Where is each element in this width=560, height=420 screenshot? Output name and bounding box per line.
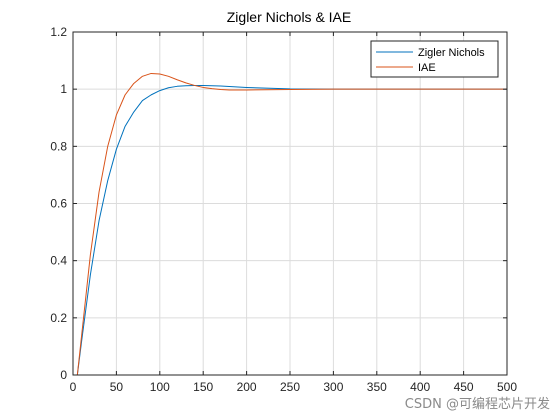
y-tick-label: 0.6 xyxy=(50,197,67,211)
x-tick-label: 500 xyxy=(497,380,517,394)
x-tick-label: 100 xyxy=(150,380,170,394)
x-tick-label: 150 xyxy=(193,380,213,394)
x-tick-label: 350 xyxy=(367,380,387,394)
legend-label: Zigler Nichols xyxy=(418,47,485,59)
chart-title: Zigler Nichols & IAE xyxy=(227,9,351,25)
y-tick-label: 1.2 xyxy=(50,25,67,39)
x-tick-label: 250 xyxy=(280,380,300,394)
x-tick-label: 400 xyxy=(410,380,430,394)
x-tick-label: 200 xyxy=(237,380,257,394)
legend: Zigler Nichols IAE xyxy=(370,40,499,78)
x-tick-label: 50 xyxy=(110,380,124,394)
y-tick-label: 0.8 xyxy=(50,139,67,153)
series-line xyxy=(73,72,507,376)
legend-label: IAE xyxy=(418,62,436,74)
y-tick-label: 0.4 xyxy=(50,254,67,268)
x-tick-label: 0 xyxy=(70,380,77,394)
y-tick-label: 0.2 xyxy=(50,311,67,325)
y-tick-label: 0 xyxy=(60,368,67,382)
y-tick-label: 1 xyxy=(60,82,67,96)
axis-ticks: 0 50 100 150 200 250 300 350 400 450 500 0 0.2 0.4 0.6… xyxy=(50,25,517,394)
watermark: CSDN @可编程芯片开发 xyxy=(404,397,550,412)
series-line xyxy=(73,84,507,376)
legend-box xyxy=(370,40,499,78)
series-lines xyxy=(73,72,507,376)
x-tick-label: 300 xyxy=(323,380,343,394)
x-tick-label: 450 xyxy=(454,380,474,394)
